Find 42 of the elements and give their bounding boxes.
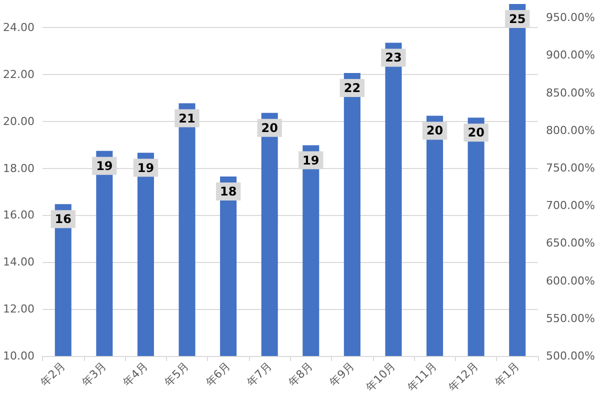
y2-tick-label: 750.00% [546, 161, 595, 174]
data-label: 22 [344, 80, 361, 95]
y2-tick-label: 950.00% [546, 11, 595, 24]
y-tick-label: 16.00 [2, 208, 34, 222]
y2-tick-label: 900.00% [546, 48, 595, 62]
y-tick-label: 12.00 [2, 302, 34, 316]
data-label: 18 [220, 184, 237, 198]
data-label: 20 [468, 126, 484, 140]
y2-tick-label: 800.00% [546, 124, 595, 137]
x-tick-label: 年4月 [120, 359, 150, 390]
y2-tick-label: 500.00% [546, 350, 595, 362]
data-label: 25 [509, 12, 526, 26]
x-tick-label: 年10月 [363, 359, 398, 394]
data-label: 20 [426, 124, 444, 138]
data-label: 20 [261, 120, 278, 135]
data-label: 19 [137, 160, 154, 175]
y2-tick-label: 850.00% [546, 86, 595, 100]
x-tick-label: 年8月 [286, 359, 316, 390]
data-label: 19 [96, 158, 113, 173]
x-tick-label: 年5月 [162, 359, 192, 390]
y-tick-label: 22.00 [2, 68, 34, 81]
y-tick-label: 18.00 [2, 162, 34, 175]
y-tick-label: 10.00 [2, 350, 34, 362]
data-label: 21 [178, 111, 196, 126]
data-label: 19 [302, 153, 320, 168]
x-tick-label: 年11月 [404, 359, 440, 394]
y2-tick-label: 650.00% [546, 236, 595, 250]
y2-tick-label: 600.00% [546, 274, 595, 288]
x-tick-label: 年3月 [79, 359, 110, 390]
x-tick-label: 年7月 [244, 359, 274, 390]
y2-tick-label: 550.00% [546, 312, 595, 325]
x-tick-label: 年2月 [38, 359, 68, 390]
data-label: 16 [54, 212, 72, 226]
y-tick-label: 20.00 [2, 114, 34, 128]
x-tick-label: 年1月 [492, 359, 522, 390]
x-tick-label: 年12月 [446, 359, 481, 394]
x-tick-label: 年9月 [327, 359, 357, 390]
x-tick-label: 年6月 [203, 359, 233, 390]
y2-tick-label: 700.00% [546, 199, 595, 212]
data-label: 23 [385, 50, 402, 65]
y-tick-label: 14.00 [2, 256, 34, 269]
y-tick-label: 24.00 [2, 20, 34, 34]
